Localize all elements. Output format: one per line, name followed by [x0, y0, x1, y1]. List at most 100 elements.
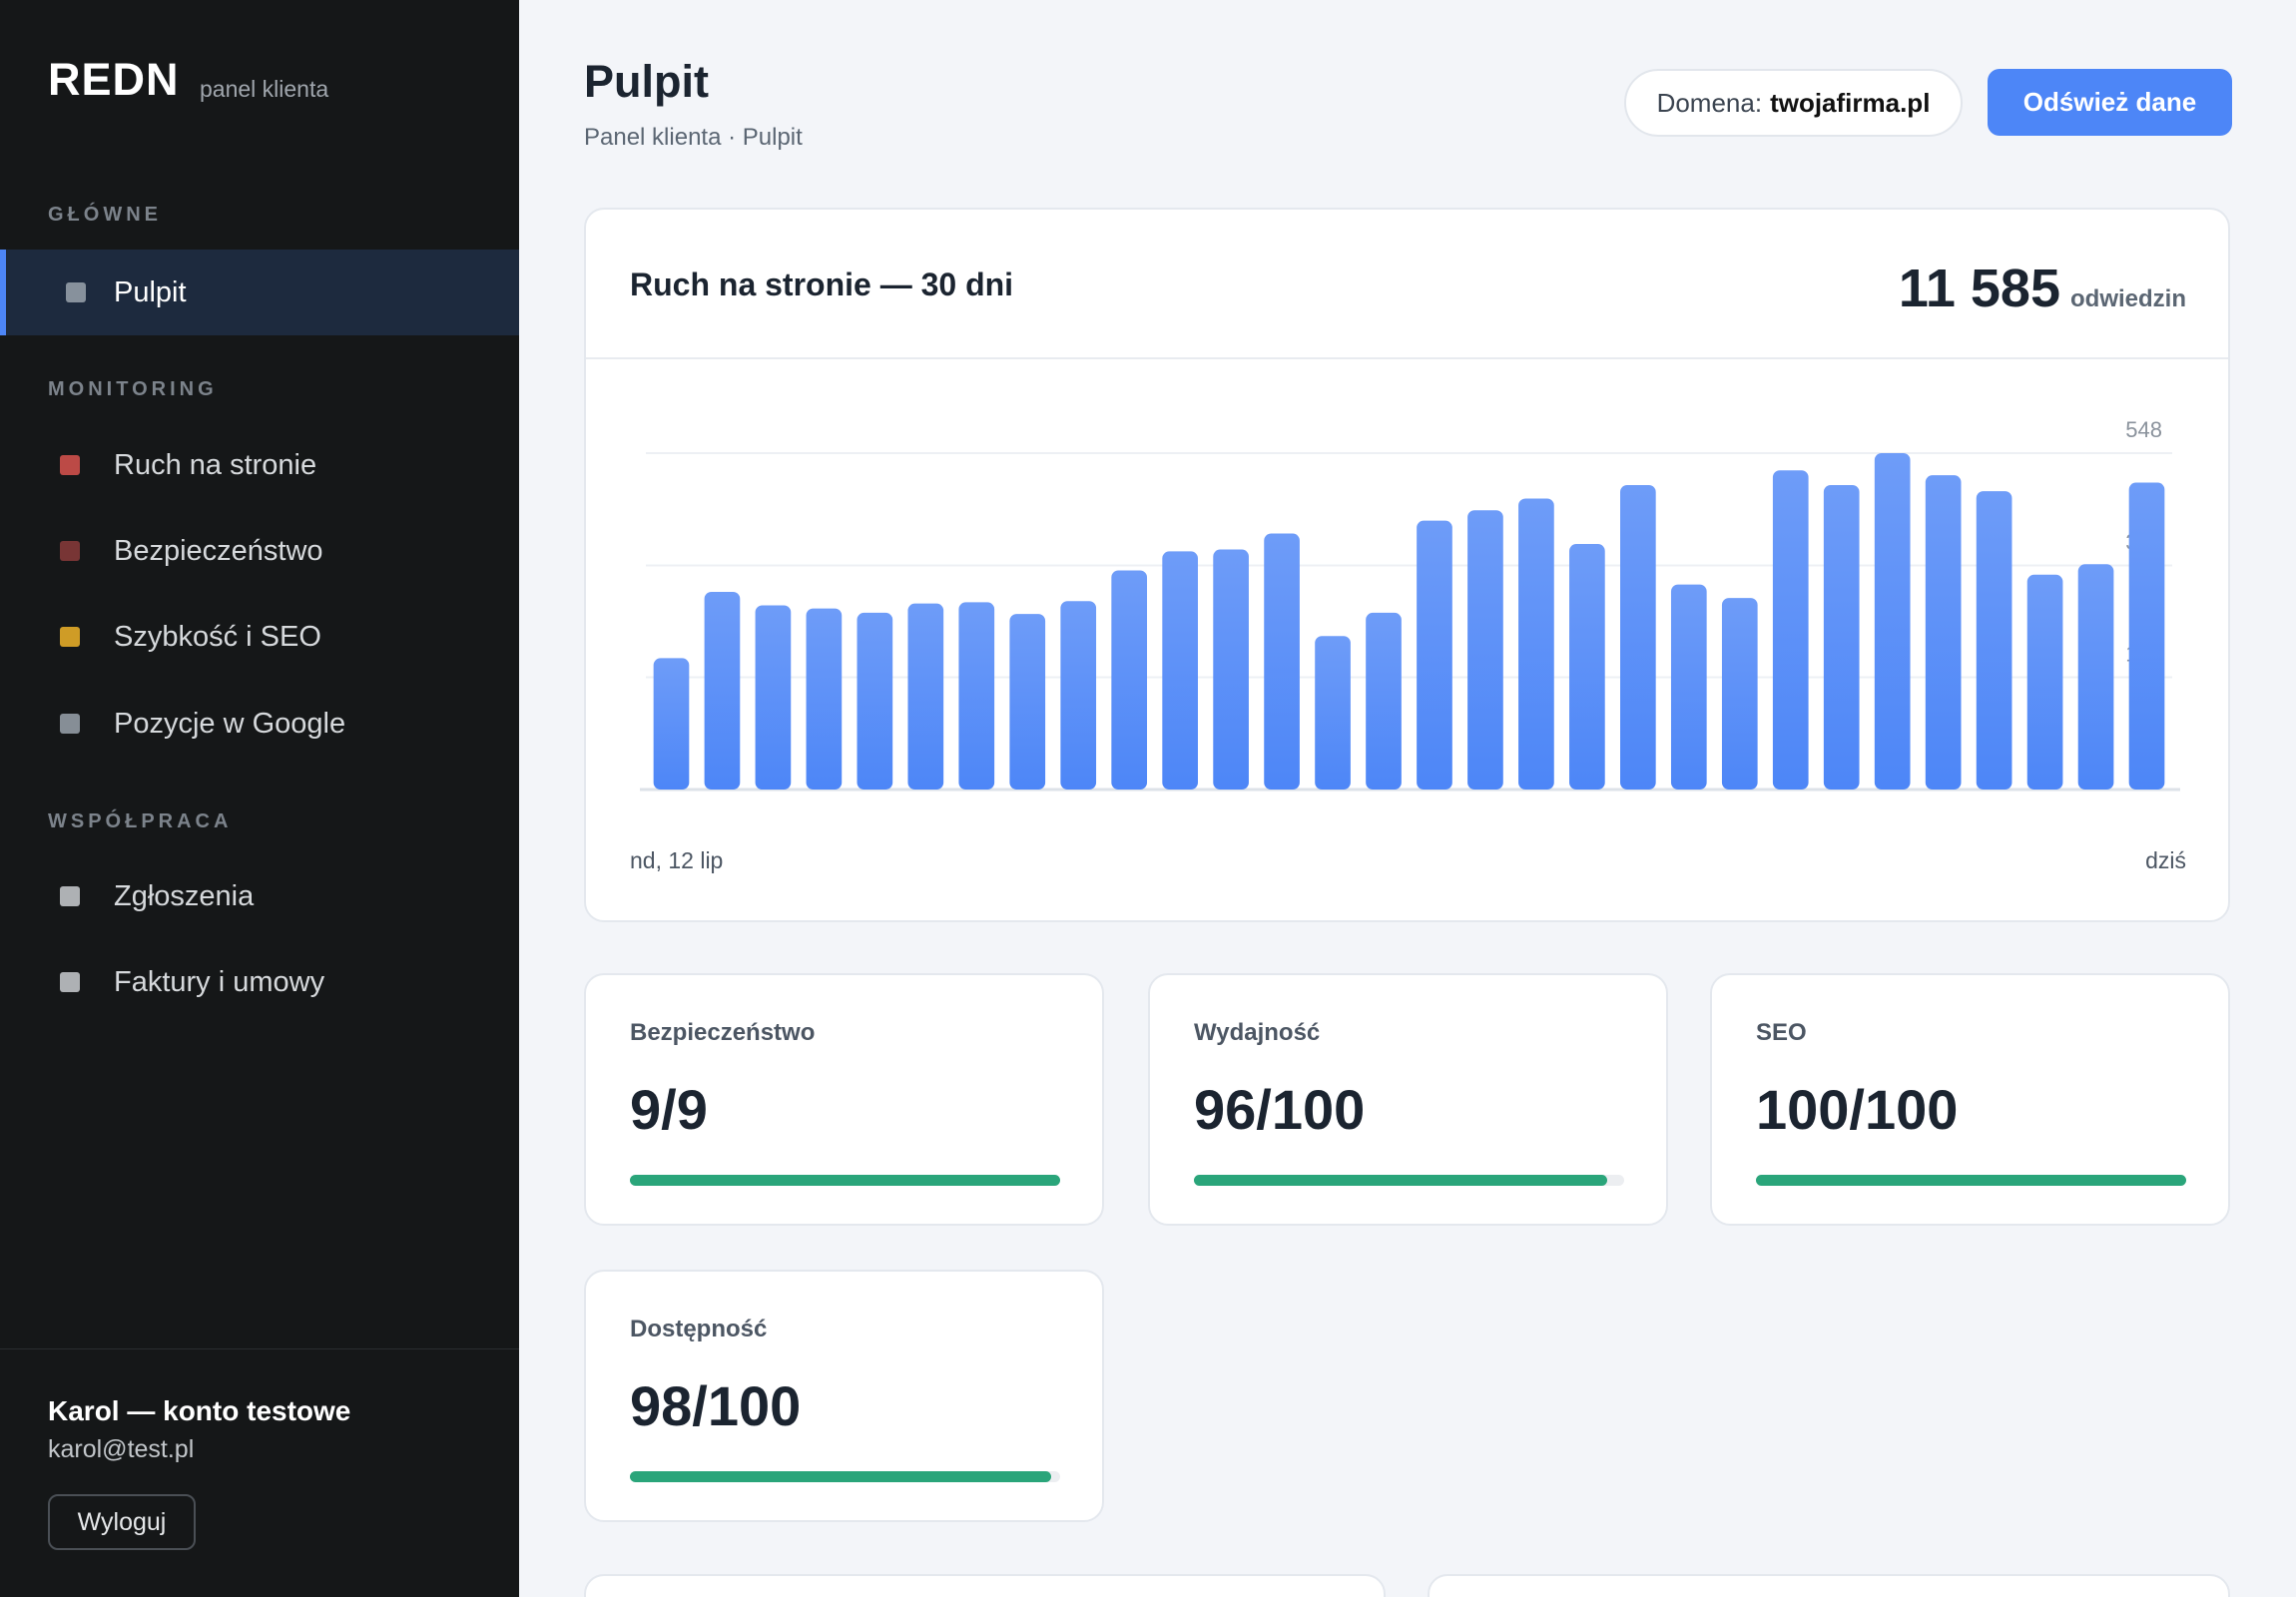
bar — [958, 602, 995, 790]
bar — [653, 658, 690, 790]
bar — [857, 612, 893, 790]
bar — [1569, 544, 1605, 790]
user-email: karol@test.pl — [48, 1435, 195, 1463]
nav-item[interactable]: Szybkość i SEO — [0, 594, 519, 680]
bar — [907, 603, 944, 790]
progress-track — [630, 1175, 1060, 1186]
refresh-button[interactable]: Odśwież dane — [1988, 69, 2232, 136]
sidebar: REDN panel klienta GŁÓWNE Pulpit MONITORIN… — [0, 0, 519, 1597]
icon-shape — [60, 455, 80, 475]
nav-item[interactable]: Faktury i umowy — [0, 939, 519, 1025]
nav-item[interactable]: Ruch na stronie — [0, 422, 519, 508]
score-value: 96/100 — [1194, 1078, 1366, 1141]
icon-shape — [60, 714, 80, 734]
nav-icon — [60, 627, 80, 647]
bar — [1620, 484, 1656, 790]
bar — [2026, 574, 2063, 790]
card — [584, 1574, 1386, 1597]
progress-track — [1756, 1175, 2186, 1186]
icon-shape — [60, 627, 80, 647]
bar — [2128, 482, 2165, 790]
bar — [1518, 498, 1554, 790]
bar — [1721, 598, 1758, 790]
nav-icon — [60, 972, 80, 992]
icon-shape — [60, 972, 80, 992]
page-title: Pulpit — [584, 56, 709, 107]
bar — [1925, 475, 1962, 790]
bar — [1111, 570, 1148, 790]
card-header: Ruch na stronie — 30 dni 11 585 odwiedzi… — [586, 210, 2228, 359]
nav-icon — [60, 714, 80, 734]
nav-item[interactable]: Bezpieczeństwo — [0, 508, 519, 594]
progress-fill — [630, 1175, 1060, 1186]
bar — [2077, 564, 2114, 790]
icon-shape — [60, 886, 80, 906]
bar — [1467, 510, 1503, 790]
progress-fill — [630, 1471, 1052, 1482]
progress-track — [1194, 1175, 1624, 1186]
bar — [755, 605, 792, 790]
y-tick-label: 548 — [2125, 417, 2162, 442]
bar — [1670, 584, 1707, 790]
nav-icon — [66, 282, 86, 302]
user-panel: Karol — konto testowe karol@test.pl Wylo… — [0, 1348, 519, 1597]
score-label: Bezpieczeństwo — [630, 1019, 816, 1046]
icon-shape — [60, 541, 80, 561]
score-label: Wydajność — [1194, 1019, 1321, 1046]
bar — [1009, 614, 1046, 790]
logout-button[interactable]: Wyloguj — [48, 1494, 196, 1550]
nav-item[interactable]: Zgłoszenia — [0, 853, 519, 939]
score-card: Dostępność 98/100 — [584, 1270, 1104, 1522]
nav-icon — [60, 455, 80, 475]
total-value: 11 585 — [1898, 259, 2060, 318]
x-tick-label: nd, 12 lip — [630, 847, 723, 873]
bar — [1772, 470, 1809, 790]
score-card: Wydajność 96/100 — [1148, 973, 1668, 1226]
card — [1428, 1574, 2230, 1597]
bar — [1264, 533, 1300, 790]
progress-fill — [1756, 1175, 2186, 1186]
bar — [1060, 601, 1097, 790]
domain-pill: Domena: twojafirma.pl — [1624, 69, 1963, 137]
progress-track — [630, 1471, 1060, 1482]
progress-fill — [1194, 1175, 1607, 1186]
chart-title: Ruch na stronie — 30 dni — [630, 266, 1014, 302]
nav-icon — [60, 541, 80, 561]
section-title: MONITORING — [48, 378, 218, 400]
domain: twojafirma.pl — [1770, 87, 1931, 118]
score-value: 100/100 — [1756, 1078, 1959, 1141]
user-name: Karol — konto testowe — [48, 1395, 351, 1426]
bar — [1162, 551, 1198, 790]
score-label: SEO — [1756, 1019, 1807, 1046]
traffic-card: Ruch na stronie — 30 dni 11 585 odwiedzi… — [584, 208, 2230, 922]
x-tick-label: dziś — [2145, 847, 2186, 873]
domain-label: Domena: — [1656, 87, 1763, 118]
bar — [1874, 453, 1911, 790]
bar — [1417, 520, 1452, 790]
bar — [1976, 491, 2012, 790]
bar — [1366, 612, 1402, 790]
logo: REDN — [48, 54, 180, 105]
bar — [806, 608, 843, 790]
total: 11 585 odwiedzin — [1899, 258, 2186, 319]
bar — [704, 591, 741, 790]
score-card: Bezpieczeństwo 9/9 — [584, 973, 1104, 1226]
section-title: WSPÓŁPRACA — [48, 810, 233, 832]
score-card: SEO 100/100 — [1710, 973, 2230, 1226]
breadcrumb: Panel klienta · Pulpit — [584, 124, 803, 151]
bar — [1213, 549, 1249, 790]
logo-subtitle: panel klienta — [200, 76, 329, 102]
section-title: GŁÓWNE — [48, 204, 162, 226]
score-value: 98/100 — [630, 1374, 802, 1437]
bar — [1315, 636, 1351, 790]
score-value: 9/9 — [630, 1078, 708, 1141]
nav-item[interactable]: Pulpit — [0, 250, 519, 335]
bar — [1823, 484, 1860, 790]
total-unit: odwiedzin — [2070, 285, 2186, 312]
icon-shape — [66, 282, 86, 302]
score-label: Dostępność — [630, 1316, 768, 1342]
nav-item[interactable]: Pozycje w Google — [0, 681, 519, 767]
nav-icon — [60, 886, 80, 906]
